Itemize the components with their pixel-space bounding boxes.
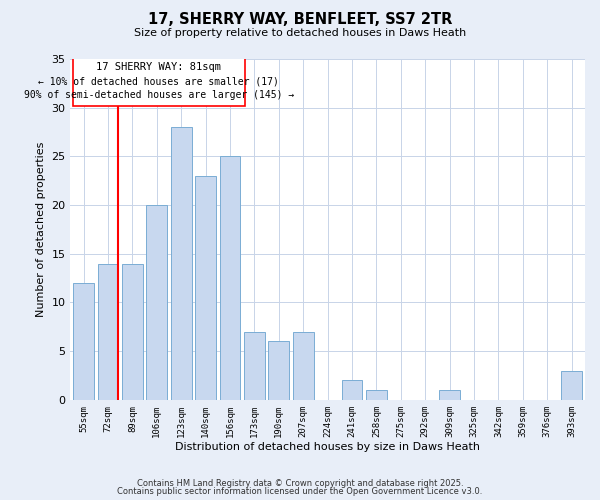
FancyBboxPatch shape (73, 57, 245, 106)
Bar (561, 370, 582, 400)
Text: Size of property relative to detached houses in Daws Heath: Size of property relative to detached ho… (134, 28, 466, 38)
Bar (73, 283, 94, 400)
Text: ← 10% of detached houses are smaller (17): ← 10% of detached houses are smaller (17… (38, 76, 279, 86)
Bar (171, 127, 191, 400)
Text: Contains HM Land Registry data © Crown copyright and database right 2025.: Contains HM Land Registry data © Crown c… (137, 478, 463, 488)
Bar (220, 156, 241, 400)
Bar (146, 205, 167, 400)
Bar (293, 332, 314, 400)
Y-axis label: Number of detached properties: Number of detached properties (35, 142, 46, 317)
Bar (341, 380, 362, 400)
Bar (122, 264, 143, 400)
Text: 17, SHERRY WAY, BENFLEET, SS7 2TR: 17, SHERRY WAY, BENFLEET, SS7 2TR (148, 12, 452, 28)
Bar (439, 390, 460, 400)
Bar (98, 264, 118, 400)
Bar (244, 332, 265, 400)
Text: 17 SHERRY WAY: 81sqm: 17 SHERRY WAY: 81sqm (96, 62, 221, 72)
Bar (268, 342, 289, 400)
Text: Contains public sector information licensed under the Open Government Licence v3: Contains public sector information licen… (118, 487, 482, 496)
Bar (366, 390, 387, 400)
Text: 90% of semi-detached houses are larger (145) →: 90% of semi-detached houses are larger (… (23, 90, 294, 100)
Bar (195, 176, 216, 400)
X-axis label: Distribution of detached houses by size in Daws Heath: Distribution of detached houses by size … (175, 442, 480, 452)
